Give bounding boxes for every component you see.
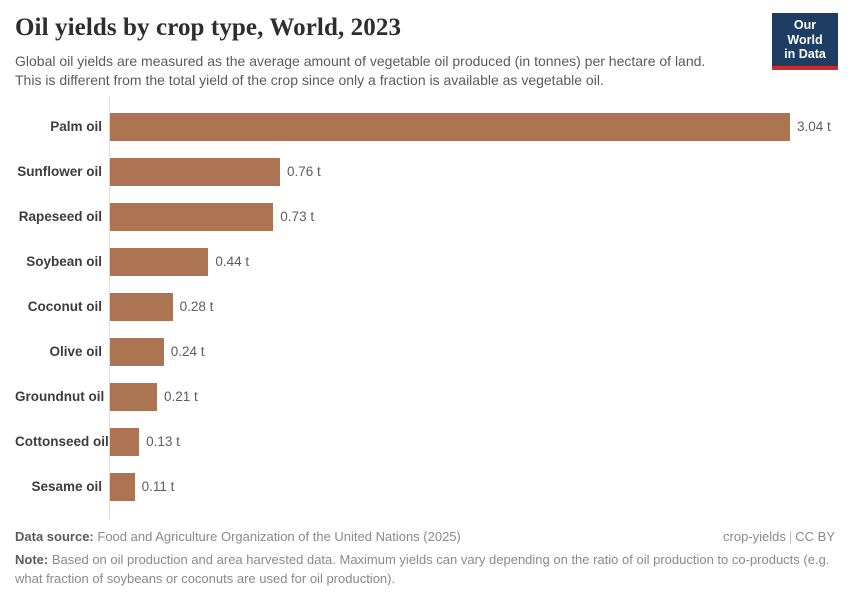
bar-track: 0.24 t xyxy=(109,329,835,374)
bar-row: Sunflower oil 0.76 t xyxy=(15,149,835,194)
y-axis-line xyxy=(109,96,110,520)
bar-value-label: 0.73 t xyxy=(280,209,315,225)
bar-track: 0.11 t xyxy=(109,464,835,509)
bar-track: 0.73 t xyxy=(109,194,835,239)
category-label: Coconut oil xyxy=(27,299,102,315)
bar-row: Sesame oil 0.11 t xyxy=(15,464,835,509)
note-label: Note: xyxy=(15,552,49,568)
category-label: Groundnut oil xyxy=(15,389,105,405)
bar-row: Olive oil 0.24 t xyxy=(15,329,835,374)
owid-logo-stripe xyxy=(772,65,838,70)
bar-track: 0.28 t xyxy=(109,284,835,329)
chart-rows: Palm oil 3.04 t Sunflower oil 0.76 t Rapesee… xyxy=(15,104,835,509)
bar-row: Groundnut oil 0.21 t xyxy=(15,374,835,419)
owid-logo-line1: Our World xyxy=(787,18,823,47)
bar[interactable] xyxy=(110,202,274,231)
license-separator: | xyxy=(788,529,793,545)
chart-header: Oil yields by crop type, World, 2023 Glo… xyxy=(0,0,850,90)
bar-track: 3.04 t xyxy=(109,104,835,149)
bar[interactable] xyxy=(110,427,140,456)
category-label: Sesame oil xyxy=(31,479,102,495)
category-label: Olive oil xyxy=(49,344,102,360)
category-label: Rapeseed oil xyxy=(18,209,102,225)
bar-track: 0.44 t xyxy=(109,239,835,284)
category-label: Sunflower oil xyxy=(17,164,102,180)
owid-logo-line2: in Data xyxy=(784,47,826,61)
bar-row: Palm oil 3.04 t xyxy=(15,104,835,149)
bar[interactable] xyxy=(110,157,280,186)
data-source: Data source: Food and Agriculture Organi… xyxy=(15,529,461,544)
source-row: Data source: Food and Agriculture Organi… xyxy=(15,529,835,544)
bar-row: Rapeseed oil 0.73 t xyxy=(15,194,835,239)
bar[interactable] xyxy=(110,247,209,276)
bar-value-label: 3.04 t xyxy=(797,119,831,135)
bar-value-label: 0.13 t xyxy=(146,434,180,450)
slug-link[interactable]: crop-yields xyxy=(723,529,786,545)
bar-row: Cottonseed oil 0.13 t xyxy=(15,419,835,464)
chart-note: Note: Based on oil production and area h… xyxy=(15,551,835,588)
category-label: Palm oil xyxy=(50,119,102,135)
bar[interactable] xyxy=(110,292,173,321)
bar-value-label: 0.44 t xyxy=(215,254,250,270)
bar-value-label: 0.24 t xyxy=(170,344,205,360)
bar[interactable] xyxy=(110,337,164,366)
bar-row: Coconut oil 0.28 t xyxy=(15,284,835,329)
bar[interactable] xyxy=(110,472,135,501)
bar[interactable] xyxy=(110,112,790,141)
bar-value-label: 0.21 t xyxy=(164,389,198,405)
bar-value-label: 0.76 t xyxy=(287,164,321,180)
chart-footer: Data source: Food and Agriculture Organi… xyxy=(15,529,835,588)
category-label: Cottonseed oil xyxy=(15,434,109,450)
license-link[interactable]: CC BY xyxy=(795,529,835,545)
bar-row: Soybean oil 0.44 t xyxy=(15,239,835,284)
bar-track: 0.13 t xyxy=(109,419,835,464)
bar-value-label: 0.11 t xyxy=(141,479,175,495)
bar-chart: Palm oil 3.04 t Sunflower oil 0.76 t Rapesee… xyxy=(15,96,835,520)
chart-subtitle: Global oil yields are measured as the av… xyxy=(15,52,706,89)
bar-track: 0.21 t xyxy=(109,374,835,419)
bar[interactable] xyxy=(110,382,157,411)
data-source-text: Food and Agriculture Organization of the… xyxy=(97,529,461,545)
owid-logo[interactable]: Our World in Data xyxy=(772,13,838,70)
chart-title: Oil yields by crop type, World, 2023 xyxy=(15,14,402,41)
note-text: Based on oil production and area harvest… xyxy=(15,552,830,586)
license-line: crop-yields | CC BY xyxy=(723,529,835,544)
data-source-label: Data source: xyxy=(15,529,94,545)
bar-track: 0.76 t xyxy=(109,149,835,194)
bar-value-label: 0.28 t xyxy=(179,299,214,315)
category-label: Soybean oil xyxy=(26,254,102,270)
